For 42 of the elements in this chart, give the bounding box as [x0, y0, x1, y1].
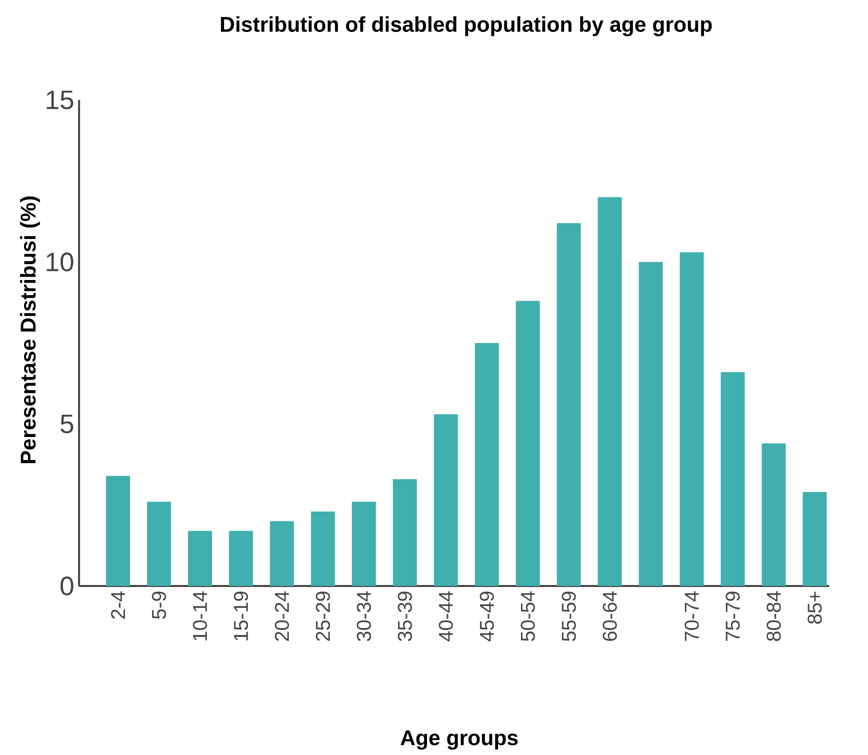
bar [638, 262, 663, 586]
x-tick-label: 85+ [808, 592, 822, 624]
x-tick-label: 30-34 [356, 591, 371, 642]
bar [228, 530, 253, 586]
bar [474, 342, 499, 586]
x-tick-label: 60-64 [602, 591, 617, 641]
y-tick-label: 5 [60, 414, 74, 434]
chart-title: Distribution of disabled population by age group [220, 16, 712, 36]
x-tick-label: 10-14 [192, 591, 208, 640]
bar [147, 502, 171, 586]
x-tick-label: 50-54 [520, 591, 535, 642]
x-tick-label: 35-39 [398, 592, 412, 642]
x-tick-label: 2-4 [111, 591, 125, 619]
y-axis-title: Peresentase Distribusi (%) [20, 196, 40, 464]
x-tick-label: 40-44 [438, 591, 453, 642]
bar [720, 372, 745, 586]
bar [516, 300, 540, 586]
x-tick-label: 45-49 [480, 592, 494, 642]
bar [680, 252, 704, 586]
bar [762, 443, 786, 586]
y-tick-label: 10 [46, 252, 74, 272]
x-axis-title: Age groups [400, 730, 518, 750]
bar [188, 530, 212, 586]
bar [556, 223, 581, 586]
x-tick-label: 5-9 [152, 592, 166, 619]
bar [802, 492, 827, 586]
x-tick-label: 25-29 [316, 592, 330, 641]
y-tick-label: 15 [46, 90, 74, 110]
bar [270, 521, 294, 586]
bar [392, 479, 417, 586]
x-tick-label: 15-19 [234, 592, 248, 640]
bar [598, 197, 622, 586]
x-tick-label: 70-74 [684, 591, 699, 641]
x-tick-label: 75-79 [726, 592, 740, 641]
x-tick-label: 55-59 [562, 592, 576, 642]
y-tick-label: 0 [60, 576, 74, 596]
x-tick-label: 20-24 [274, 591, 290, 641]
bar [106, 476, 130, 586]
bar [352, 502, 376, 586]
x-tick-label: 80-84 [766, 591, 781, 641]
bar [434, 414, 458, 586]
bar [310, 511, 335, 586]
